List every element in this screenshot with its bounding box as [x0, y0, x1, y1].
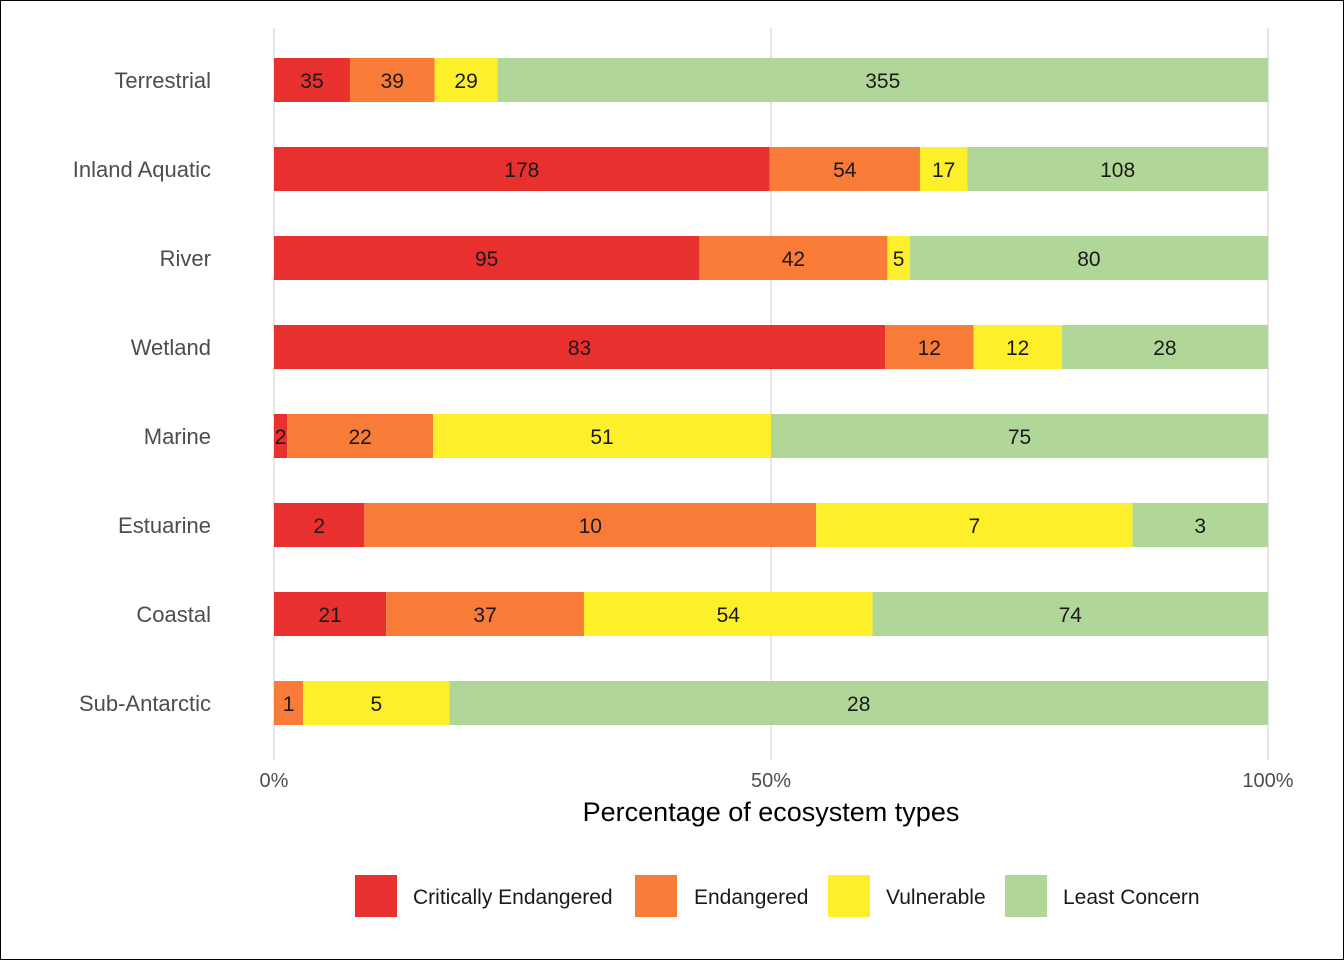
- x-tick-label: 50%: [751, 770, 791, 792]
- bar-value-label: 17: [932, 159, 955, 182]
- bar-value-label: 10: [579, 515, 602, 538]
- legend: Critically Endangered Endangered Vulnerabl…: [355, 875, 1200, 917]
- bar-value-label: 74: [1059, 604, 1083, 627]
- bar-value-label: 178: [504, 159, 539, 182]
- bar-segment: [919, 147, 968, 191]
- bar-segment: [771, 414, 1268, 458]
- bar-segment: [433, 414, 771, 458]
- bar-value-label: 12: [918, 337, 941, 360]
- x-axis-title: Percentage of ecosystem types: [583, 797, 960, 827]
- bar-value-label: 29: [454, 70, 477, 93]
- bar-value-label: 42: [782, 248, 805, 271]
- bar-segment: [274, 147, 770, 191]
- legend-label: Vulnerable: [886, 886, 986, 909]
- bar-segment: [769, 147, 920, 191]
- bar-segment: [434, 58, 498, 102]
- category-label: Coastal: [136, 602, 211, 627]
- bar-segment: [274, 414, 288, 458]
- bar-segment: [274, 681, 304, 725]
- bar-value-label: 75: [1008, 426, 1031, 449]
- category-label: River: [160, 246, 211, 271]
- bar-segment: [274, 58, 350, 102]
- bar-segment: [274, 503, 365, 547]
- bar-value-label: 54: [717, 604, 741, 627]
- bar-value-label: 39: [381, 70, 404, 93]
- bar-segment: [885, 325, 974, 369]
- bar-segment: [1061, 325, 1268, 369]
- bar-value-label: 12: [1006, 337, 1029, 360]
- bar-segment: [887, 236, 910, 280]
- bar-segment: [274, 592, 387, 636]
- category-labels: Terrestrial Inland Aquatic River Wetland Mar…: [73, 68, 211, 716]
- bar-segment: [303, 681, 450, 725]
- category-label: Terrestrial: [114, 68, 211, 93]
- legend-label: Endangered: [694, 886, 808, 909]
- x-tick-label: 100%: [1242, 770, 1293, 792]
- category-label: Inland Aquatic: [73, 157, 211, 182]
- bar-segment: [583, 592, 873, 636]
- bar-value-label: 51: [590, 426, 613, 449]
- bar-segment: [967, 147, 1268, 191]
- bar-value-label: 80: [1077, 248, 1100, 271]
- x-tick-label: 0%: [260, 770, 289, 792]
- bar-segment: [349, 58, 435, 102]
- bar-segment: [449, 681, 1269, 725]
- legend-swatch: [828, 875, 870, 917]
- bar-value-label: 28: [847, 693, 870, 716]
- bar-value-label: 1: [283, 693, 295, 716]
- bar-value-label: 28: [1153, 337, 1176, 360]
- bar-value-label: 35: [300, 70, 323, 93]
- category-label: Estuarine: [118, 513, 211, 538]
- bar-value-label: 83: [568, 337, 591, 360]
- bar-segment: [386, 592, 584, 636]
- bar-value-label: 22: [348, 426, 371, 449]
- bar-value-label: 5: [370, 693, 382, 716]
- bar-value-label: 21: [318, 604, 341, 627]
- bar-segment: [816, 503, 1133, 547]
- x-tick-labels: 0% 50% 100%: [260, 770, 1294, 792]
- legend-label: Critically Endangered: [413, 886, 613, 909]
- legend-swatch: [355, 875, 397, 917]
- bar-value-label: 95: [475, 248, 498, 271]
- legend-swatch: [635, 875, 677, 917]
- category-label: Sub-Antarctic: [79, 691, 211, 716]
- bar-segment: [274, 236, 700, 280]
- bar-value-label: 54: [833, 159, 857, 182]
- bar-segment: [973, 325, 1062, 369]
- legend-label: Least Concern: [1063, 886, 1200, 909]
- bar-segment: [1132, 503, 1268, 547]
- bar-segment: [364, 503, 817, 547]
- bar-segment: [699, 236, 888, 280]
- bar-value-label: 5: [893, 248, 905, 271]
- bar-segment: [287, 414, 434, 458]
- bar-value-label: 108: [1100, 159, 1135, 182]
- bar-segment: [872, 592, 1268, 636]
- bar-segment: [909, 236, 1268, 280]
- bar-value-label: 3: [1194, 515, 1206, 538]
- bar-value-label: 2: [275, 426, 287, 449]
- grid-layer: [273, 28, 1269, 760]
- category-label: Wetland: [131, 335, 211, 360]
- bar-value-label: 355: [865, 70, 900, 93]
- category-label: Marine: [144, 424, 211, 449]
- legend-swatch: [1005, 875, 1047, 917]
- bar-value-label: 7: [968, 515, 980, 538]
- bar-segment: [274, 325, 886, 369]
- bar-value-label: 37: [473, 604, 496, 627]
- bar-segment: [497, 58, 1268, 102]
- bar-value-label: 2: [313, 515, 325, 538]
